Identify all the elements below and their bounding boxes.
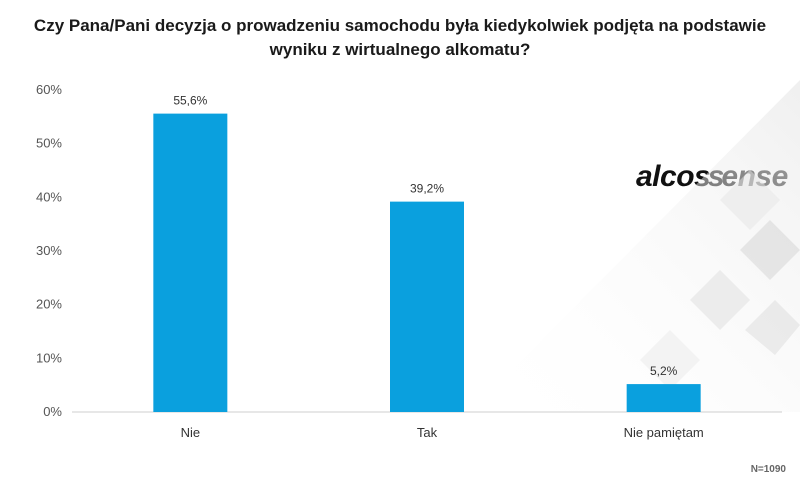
chart-title: Czy Pana/Pani decyzja o prowadzeniu samo… xyxy=(33,16,767,59)
y-tick-label: 10% xyxy=(36,350,62,365)
sample-size-note: N=1090 xyxy=(750,464,786,475)
y-tick-label: 20% xyxy=(36,297,62,312)
bar xyxy=(153,113,228,412)
y-tick-label: 30% xyxy=(36,243,62,258)
y-tick-label: 0% xyxy=(43,404,62,419)
data-label: 55,6% xyxy=(173,94,207,108)
x-tick-label: Nie pamiętam xyxy=(624,425,704,440)
bars: 55,6% 39,2% 5,2% xyxy=(153,94,701,412)
bar xyxy=(390,201,464,412)
y-tick-label: 60% xyxy=(36,82,62,97)
data-label: 39,2% xyxy=(410,182,444,196)
x-tick-label: Nie xyxy=(181,425,201,440)
background-pattern xyxy=(470,80,800,412)
x-tick-label: Tak xyxy=(417,425,438,440)
bar xyxy=(626,384,701,412)
y-tick-label: 40% xyxy=(36,189,62,204)
y-axis: 0% 10% 20% 30% 40% 50% 60% xyxy=(36,82,62,419)
y-tick-label: 50% xyxy=(36,136,62,151)
x-axis: Nie Tak Nie pamiętam xyxy=(181,425,704,440)
data-label: 5,2% xyxy=(650,364,678,378)
